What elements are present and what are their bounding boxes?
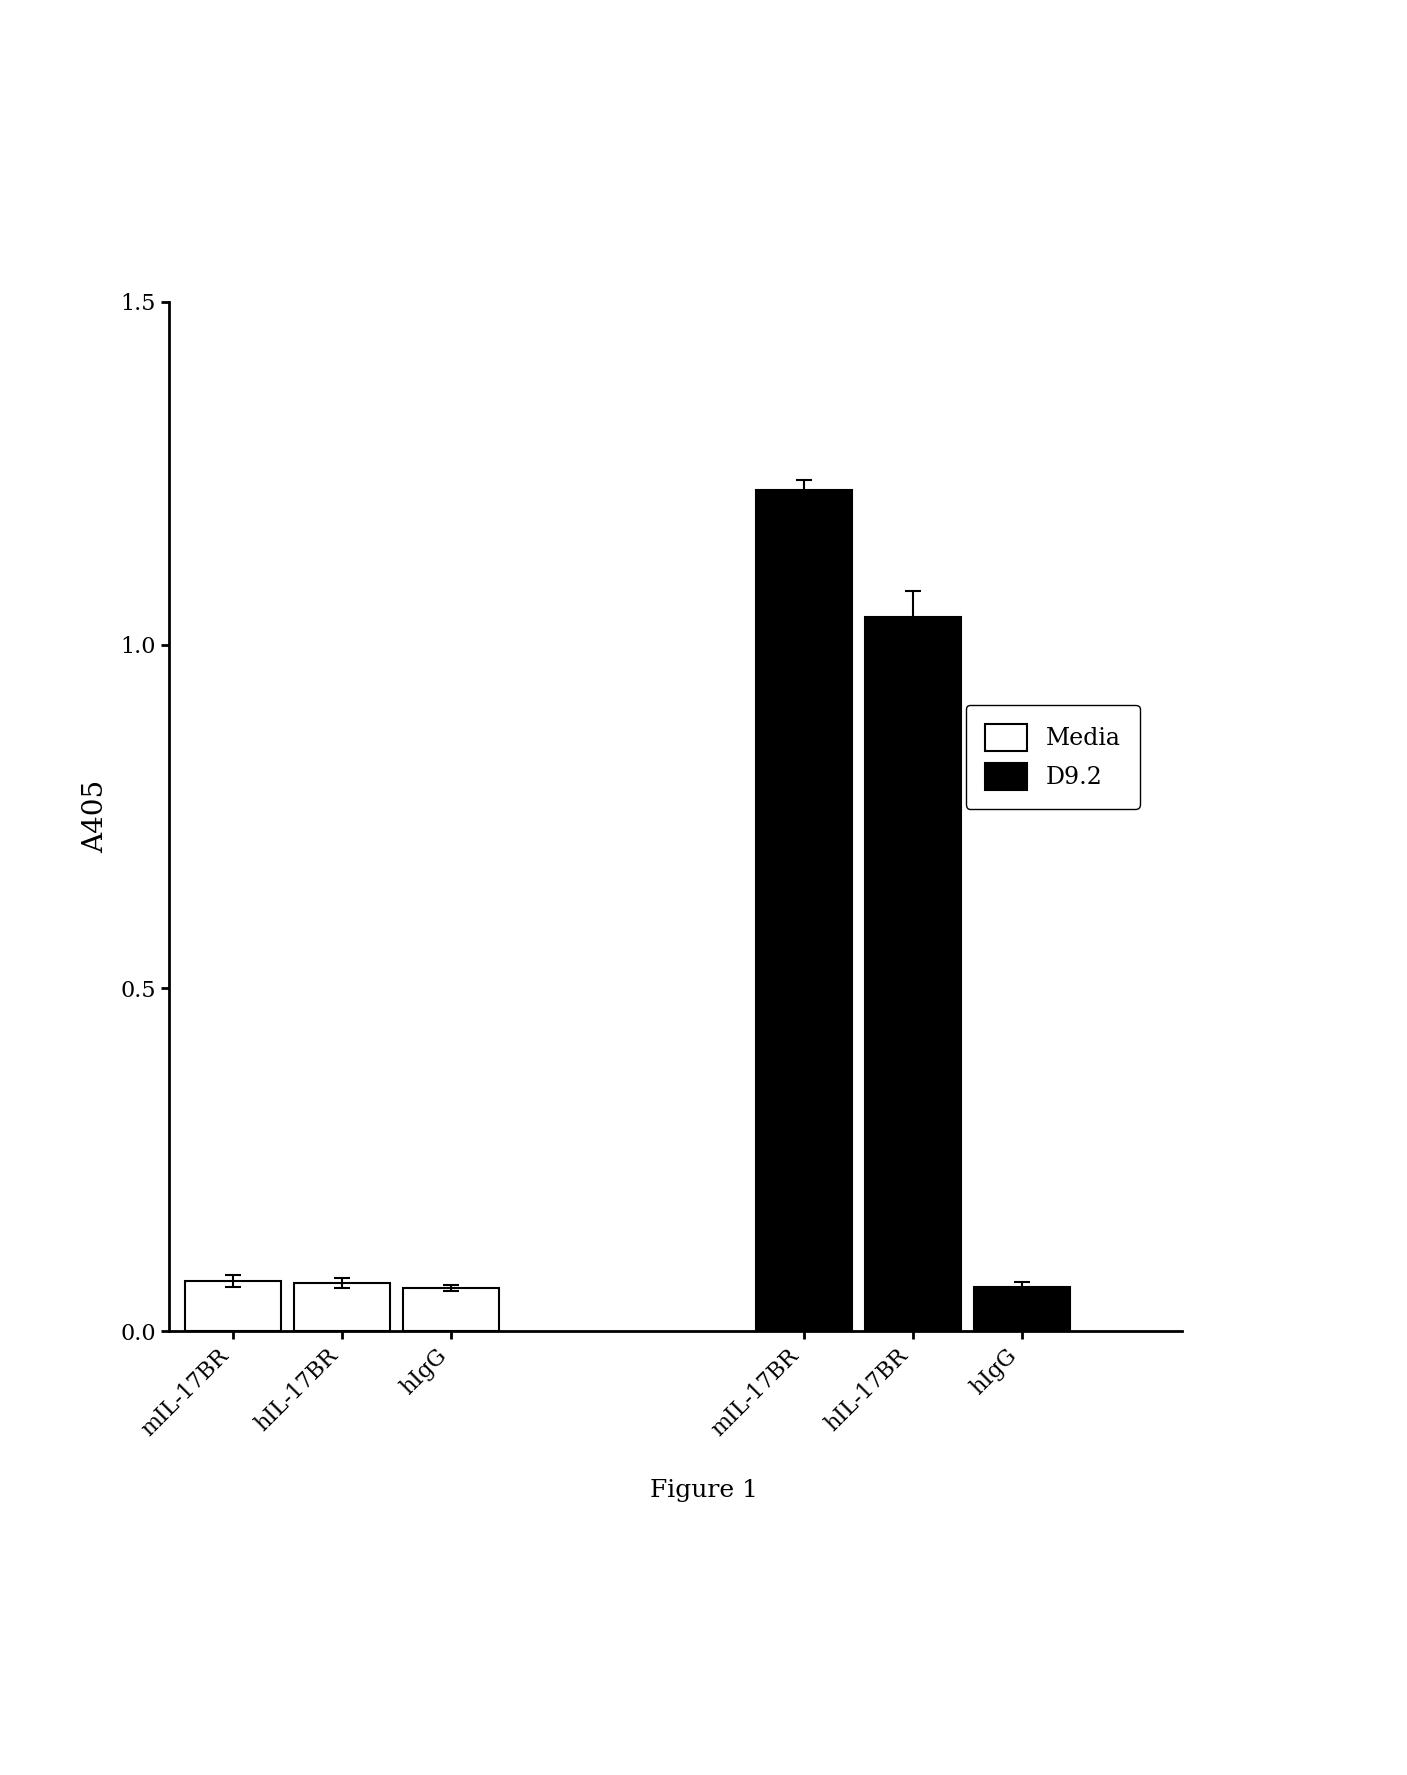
Bar [294,1283,390,1331]
Y-axis label: A405: A405 [82,779,108,854]
Bar [864,618,961,1331]
Bar [974,1287,1069,1331]
Bar [184,1282,281,1331]
Text: Figure 1: Figure 1 [650,1480,757,1502]
Legend: Media, D9.2: Media, D9.2 [965,705,1140,809]
Bar [756,490,851,1331]
Bar [402,1289,499,1331]
